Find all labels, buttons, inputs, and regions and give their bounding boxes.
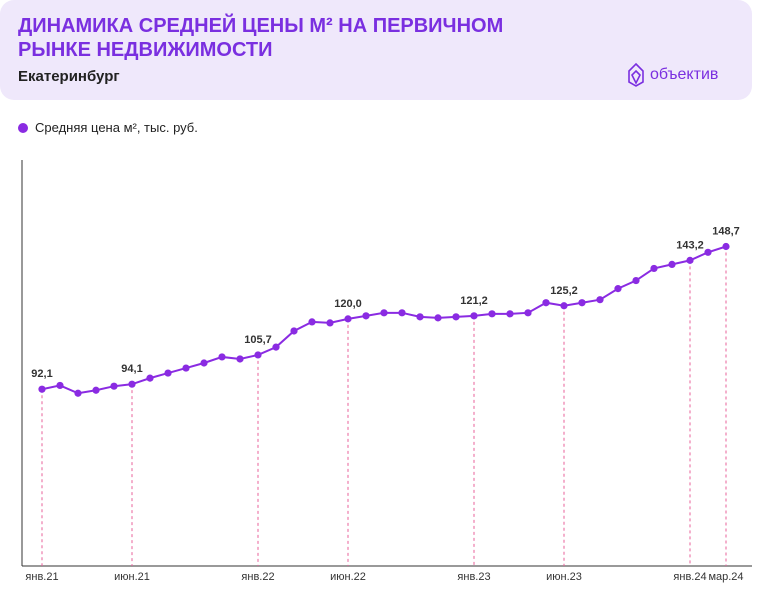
data-point (722, 242, 730, 251)
data-label: 125,2 (550, 285, 578, 297)
legend: Средняя цена м², тыс. руб. (18, 120, 198, 135)
data-point (236, 355, 244, 363)
data-point (146, 374, 154, 382)
data-point (650, 264, 658, 273)
data-point (380, 309, 388, 317)
chart-title: ДИНАМИКА СРЕДНЕЙ ЦЕНЫ М² НА ПЕРВИЧНОМ РЫ… (18, 15, 504, 61)
data-point (596, 296, 604, 304)
data-label: 148,7 (712, 225, 740, 237)
data-point (506, 310, 514, 318)
data-point (38, 385, 46, 393)
x-tick-label: мар.24 (708, 571, 743, 583)
data-label: 105,7 (244, 334, 272, 346)
data-point (686, 256, 694, 264)
data-point (164, 369, 172, 377)
x-tick-label: июн.23 (546, 571, 582, 583)
data-point (398, 309, 406, 317)
data-point (362, 312, 370, 320)
subtitle: Екатеринбург (18, 68, 120, 85)
data-point (614, 285, 622, 293)
header: ДИНАМИКА СРЕДНЕЙ ЦЕНЫ М² НА ПЕРВИЧНОМ РЫ… (0, 0, 752, 100)
x-tick-label: июн.22 (330, 571, 366, 583)
data-point (200, 359, 208, 367)
logo-icon (628, 62, 644, 87)
data-point (560, 302, 568, 310)
data-point (218, 353, 226, 361)
data-point (110, 382, 118, 390)
data-point (74, 389, 82, 397)
data-point (542, 299, 550, 307)
x-tick-label: янв.23 (457, 571, 490, 583)
data-point (182, 364, 190, 372)
data-point (416, 313, 424, 321)
series-line (41, 245, 727, 395)
data-label: 143,2 (676, 239, 704, 251)
data-label: 120,0 (334, 298, 362, 310)
data-point (434, 314, 442, 322)
data-point (578, 299, 586, 307)
data-point (56, 381, 64, 390)
data-label: 92,1 (31, 368, 52, 380)
x-tick-label: июн.21 (114, 571, 150, 583)
data-point (470, 312, 478, 320)
x-tick-label: янв.21 (25, 571, 58, 583)
data-point (668, 260, 676, 268)
data-point (488, 310, 496, 318)
legend-marker (18, 122, 28, 133)
data-point (290, 327, 298, 335)
data-point (704, 248, 712, 256)
legend-label: Средняя цена м², тыс. руб. (35, 120, 198, 135)
data-point (326, 319, 334, 327)
data-point (344, 315, 352, 323)
data-point (254, 351, 262, 359)
data-point (272, 343, 280, 351)
data-point (632, 276, 640, 285)
data-label: 121,2 (460, 295, 488, 307)
logo-text: объектив (650, 66, 719, 83)
data-label: 94,1 (121, 363, 142, 375)
x-tick-label: янв.24 (673, 571, 706, 583)
data-point (128, 380, 136, 388)
data-point (92, 386, 100, 394)
data-point (308, 318, 316, 326)
data-point (452, 313, 460, 321)
data-point (524, 309, 532, 317)
x-tick-label: янв.22 (241, 571, 274, 583)
